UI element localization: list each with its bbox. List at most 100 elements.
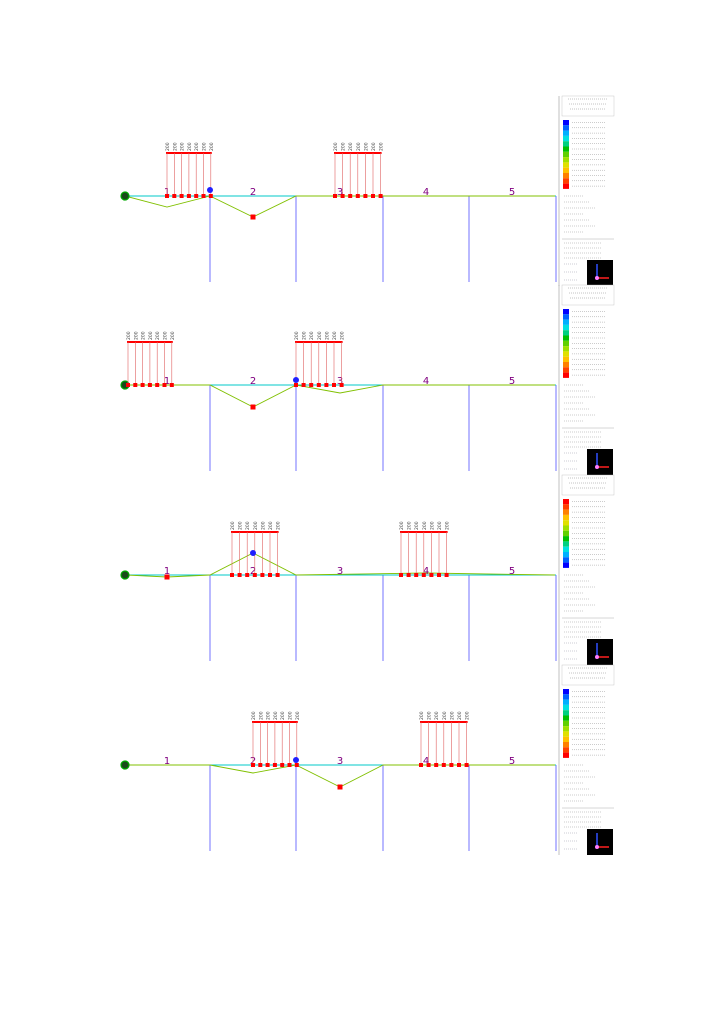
load-value-label: 200 — [340, 331, 346, 340]
legend-swatch — [563, 135, 569, 142]
load-node — [201, 194, 206, 198]
load-value-label: 200 — [414, 521, 420, 530]
load-node — [294, 763, 299, 767]
load-node — [449, 763, 454, 767]
load-node — [245, 573, 250, 577]
load-node — [252, 573, 257, 577]
load-node — [301, 383, 306, 387]
legend-header — [561, 284, 615, 306]
load-value-label: 200 — [442, 711, 448, 720]
legend-swatch — [563, 541, 569, 547]
legend-swatch — [563, 356, 569, 362]
legend-swatch — [563, 167, 569, 173]
legend-swatch — [563, 314, 569, 320]
load-node — [172, 194, 177, 198]
load-value-label: 200 — [317, 331, 323, 340]
span-label-5: 5 — [509, 566, 515, 577]
load-value-label: 200 — [273, 711, 279, 720]
axis-triad-icon — [587, 260, 613, 286]
load-node — [179, 194, 184, 198]
load-node — [280, 763, 285, 767]
load-value-label: 200 — [294, 331, 300, 340]
span-label-4: 4 — [423, 187, 429, 198]
legend-swatch — [563, 330, 569, 336]
load-node — [126, 383, 130, 387]
load-node — [260, 573, 265, 577]
load-node — [419, 763, 423, 767]
legend-swatch — [563, 319, 569, 325]
span-label-4: 4 — [423, 566, 429, 577]
load-node — [294, 383, 298, 387]
legend-swatch — [563, 699, 569, 705]
load-value-label: 200 — [309, 331, 315, 340]
load-value-label: 200 — [445, 521, 451, 530]
span-label-5: 5 — [509, 756, 515, 767]
load-value-label: 200 — [133, 331, 139, 340]
legend-swatch — [563, 351, 569, 357]
legend-swatch — [563, 689, 569, 695]
legend-swatch — [563, 742, 569, 748]
load-node — [457, 763, 461, 767]
load-node — [406, 573, 411, 577]
axis-triad-origin — [595, 465, 599, 469]
load-node — [316, 383, 321, 387]
legend-swatch — [563, 324, 569, 331]
load-value-label: 200 — [266, 711, 272, 720]
load-node — [332, 383, 336, 387]
span-label-4: 4 — [423, 376, 429, 387]
load-value-label: 200 — [407, 521, 413, 530]
max-marker-icon — [293, 377, 299, 383]
load-node — [340, 194, 345, 198]
legend-swatch — [563, 504, 569, 510]
legend-swatch — [563, 694, 569, 700]
load-node — [287, 763, 292, 767]
load-node — [348, 194, 353, 198]
deflection-curve — [124, 195, 555, 218]
load-value-label: 200 — [324, 331, 330, 340]
load-node — [339, 383, 344, 387]
load-value-label: 200 — [126, 331, 132, 340]
load-value-label: 200 — [295, 711, 301, 720]
load-node — [162, 383, 167, 387]
support-icon — [120, 191, 130, 201]
axis-triad-origin — [595, 655, 599, 659]
load-value-label: 200 — [155, 331, 161, 340]
load-value-label: 200 — [251, 711, 257, 720]
legend-swatch — [563, 157, 569, 163]
load-node — [429, 573, 434, 577]
load-node — [363, 194, 368, 198]
legend-swatch — [563, 309, 569, 315]
load-value-label: 200 — [363, 142, 369, 151]
legend-swatch — [563, 747, 569, 753]
legend-swatch — [563, 752, 569, 758]
load-node — [169, 383, 174, 387]
load-node — [399, 573, 403, 577]
load-value-label: 200 — [465, 711, 471, 720]
legend-swatch — [563, 141, 569, 147]
span-label-1: 1 — [164, 376, 170, 387]
load-node — [237, 573, 242, 577]
load-node — [140, 383, 145, 387]
legend-swatch — [563, 178, 569, 184]
span-label-3: 3 — [337, 566, 343, 577]
load-value-label: 200 — [341, 142, 347, 151]
load-value-label: 200 — [260, 521, 266, 530]
legend-swatch — [563, 530, 569, 537]
load-value-label: 200 — [268, 521, 274, 530]
legend-swatch — [563, 726, 569, 732]
legend-swatch — [563, 125, 569, 131]
load-node — [371, 194, 375, 198]
span-label-5: 5 — [509, 376, 515, 387]
load-node — [133, 383, 138, 387]
load-value-label: 200 — [276, 521, 282, 530]
legend-swatch — [563, 509, 569, 515]
load-value-label: 200 — [288, 711, 294, 720]
legend-swatch — [563, 346, 569, 352]
legend-header — [561, 474, 615, 496]
load-value-label: 200 — [332, 331, 338, 340]
min-marker-icon — [250, 404, 256, 410]
load-node — [268, 573, 272, 577]
legend-header — [561, 664, 615, 686]
support-icon — [120, 760, 130, 770]
